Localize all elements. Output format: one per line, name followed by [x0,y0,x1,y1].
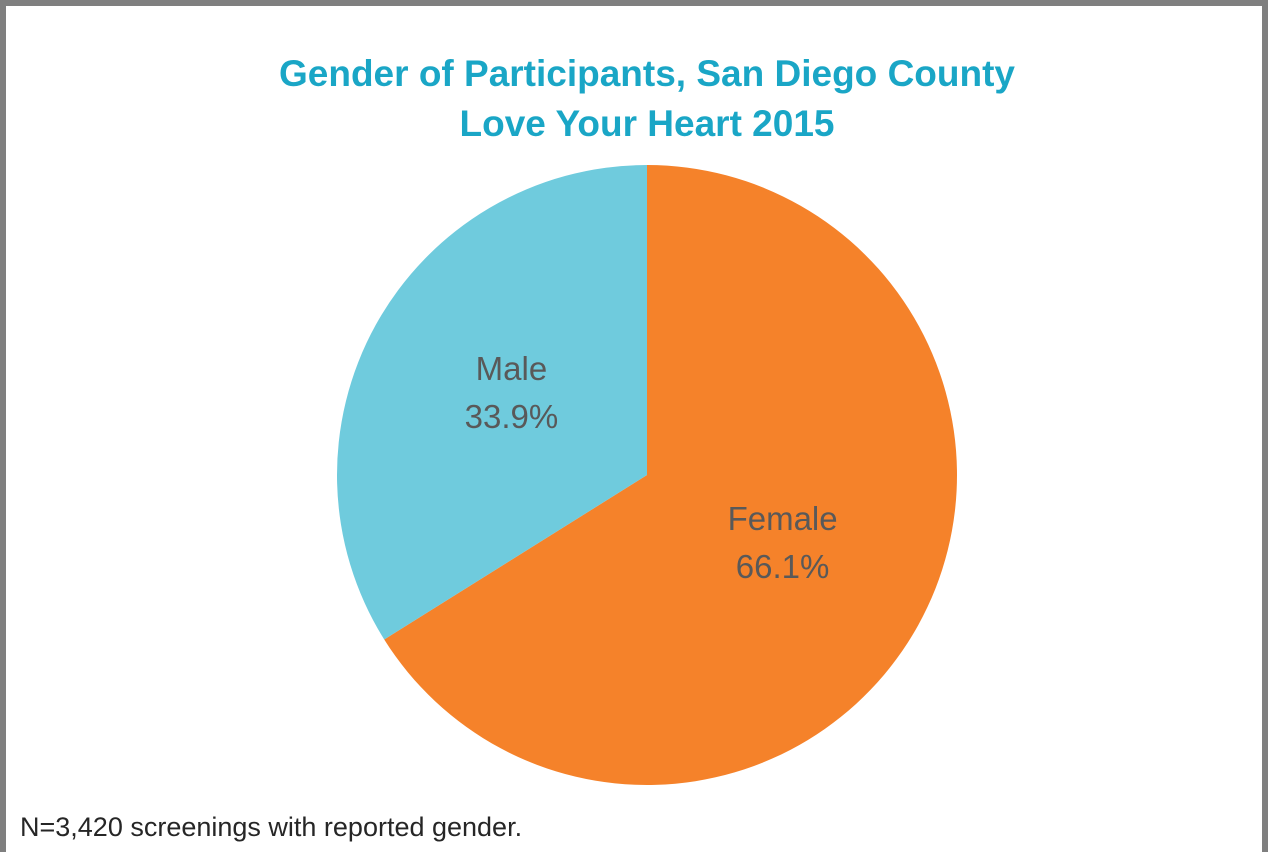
slice-label: Female [728,500,838,537]
value-label: 33.9% [465,398,559,435]
chart-title: Gender of Participants, San Diego County [279,53,1015,94]
pie-slice [336,164,647,640]
pie-slice [384,165,957,785]
chart-title: Love Your Heart 2015 [460,103,835,144]
note: N=3,420 screenings with reported gender. [20,812,522,842]
slice-label: Male [476,350,548,387]
value-label: 66.1% [736,548,830,585]
